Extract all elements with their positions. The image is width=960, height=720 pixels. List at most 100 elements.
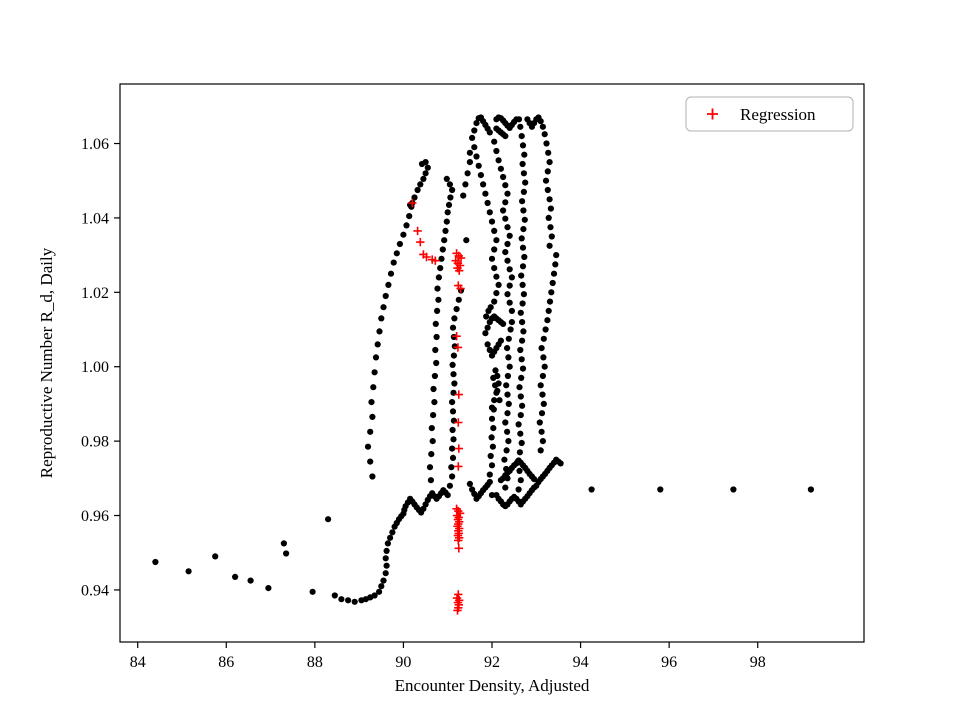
data-point: [546, 159, 553, 166]
data-point: [455, 296, 462, 303]
regression-point: [454, 544, 463, 553]
data-point: [502, 215, 509, 222]
data-point: [280, 540, 287, 547]
regression-point: [454, 536, 463, 545]
data-point: [232, 573, 239, 581]
data-point: [441, 237, 448, 244]
data-point: [380, 304, 387, 311]
data-point: [439, 246, 446, 253]
data-point: [367, 428, 374, 435]
legend-box: [685, 96, 854, 132]
data-point: [382, 555, 389, 562]
regression-point: [454, 444, 463, 453]
data-point: [283, 550, 290, 557]
x-tick-label: 88: [307, 654, 323, 671]
y-tick-label: 1.04: [81, 210, 109, 227]
data-point: [490, 425, 497, 432]
data-point: [505, 400, 512, 407]
data-point: [488, 434, 495, 441]
data-point: [338, 596, 345, 603]
data-point: [486, 129, 493, 136]
data-point: [488, 415, 496, 422]
data-point: [517, 430, 524, 437]
x-tick-label: 98: [750, 654, 766, 671]
data-point: [519, 198, 526, 205]
data-point: [486, 478, 493, 486]
data-point: [387, 534, 394, 541]
data-point: [504, 291, 511, 298]
legend-regression-plus-icon: [707, 108, 718, 120]
data-point: [486, 471, 493, 478]
data-point: [540, 354, 547, 361]
data-point: [466, 159, 473, 166]
data-point: [486, 209, 493, 216]
data-point: [502, 419, 509, 426]
data-point: [493, 125, 500, 132]
data-point: [445, 201, 453, 208]
legend-regression-label: Regression: [740, 105, 816, 124]
data-point: [520, 328, 527, 335]
data-point: [488, 462, 496, 469]
data-point: [380, 577, 387, 584]
data-point: [521, 151, 528, 158]
data-point: [542, 326, 549, 333]
data-point: [383, 547, 390, 555]
data-point: [493, 273, 500, 280]
data-point: [434, 307, 441, 314]
x-tick-label: 90: [395, 654, 411, 671]
data-point: [430, 412, 437, 419]
data-point: [504, 372, 511, 380]
x-tick-label: 92: [484, 654, 500, 671]
data-point: [433, 333, 440, 341]
data-point: [517, 309, 524, 316]
data-point: [414, 186, 421, 194]
data-point: [446, 482, 453, 489]
data-point: [482, 330, 489, 337]
data-point: [449, 399, 456, 406]
data-point: [450, 436, 457, 443]
data-point: [378, 315, 385, 322]
data-point: [406, 213, 413, 220]
data-point: [477, 172, 484, 179]
data-point: [495, 281, 502, 288]
regression-point: [455, 266, 464, 275]
data-point: [506, 363, 513, 370]
data-point: [433, 359, 440, 367]
data-point: [451, 343, 458, 350]
data-point: [364, 443, 372, 450]
data-point: [475, 162, 482, 169]
data-point: [451, 380, 458, 387]
data-point: [548, 233, 555, 240]
data-point: [545, 149, 552, 156]
data-point: [504, 190, 511, 197]
data-point: [372, 354, 380, 361]
data-point: [520, 188, 528, 195]
data-point: [449, 324, 457, 331]
data-point: [449, 186, 456, 194]
regression-point: [454, 462, 463, 471]
data-point: [520, 170, 528, 177]
data-point: [546, 298, 554, 305]
data-point: [538, 345, 545, 352]
data-point: [519, 281, 526, 288]
data-point: [537, 447, 544, 454]
data-point: [519, 160, 526, 168]
data-point: [390, 259, 397, 266]
data-point: [506, 282, 513, 289]
data-point: [491, 397, 498, 404]
data-point: [331, 592, 338, 599]
data-point: [369, 473, 376, 480]
data-point: [403, 222, 410, 229]
data-point: [504, 240, 511, 248]
data-point: [152, 558, 159, 566]
data-point: [539, 438, 547, 445]
data-point: [370, 384, 377, 391]
data-point: [432, 346, 439, 354]
data-point: [495, 157, 502, 164]
data-point: [501, 456, 508, 463]
data-point: [494, 372, 501, 380]
data-point: [446, 181, 453, 188]
data-point: [487, 304, 494, 311]
data-point: [491, 227, 498, 234]
data-point: [543, 140, 550, 147]
